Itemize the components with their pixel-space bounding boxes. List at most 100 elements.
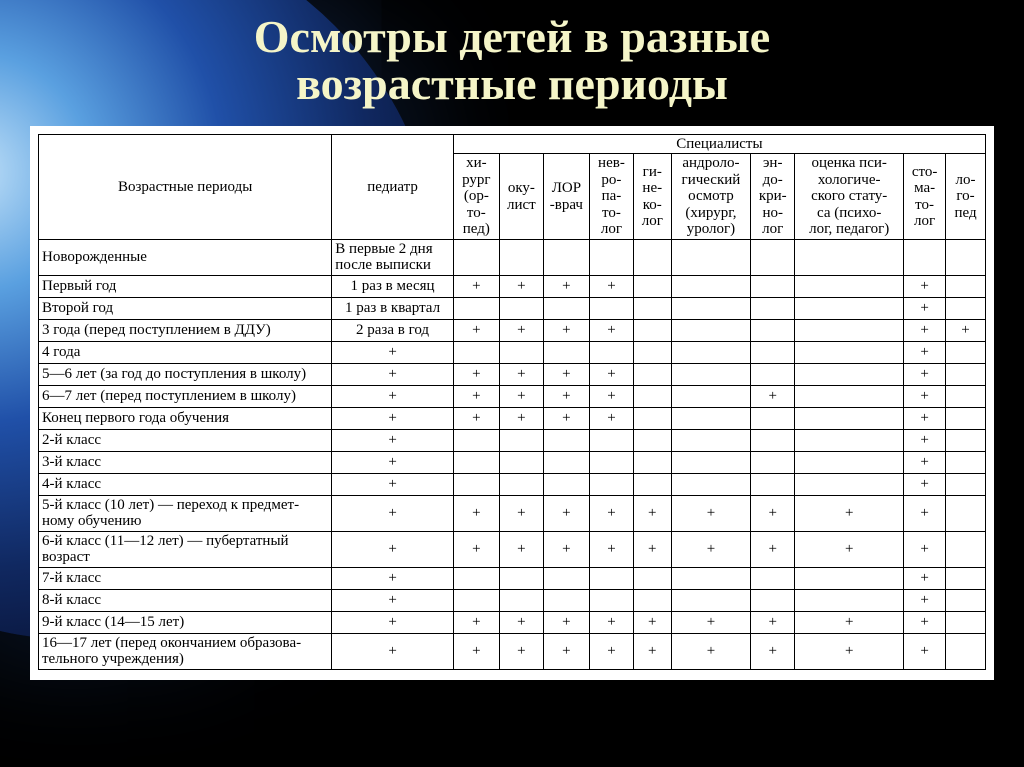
cell-mark [543, 473, 589, 495]
cell-mark: + [453, 611, 499, 633]
cell-pediatr: 2 раза в год [332, 319, 454, 341]
cell-pediatr: + [332, 341, 454, 363]
cell-mark [946, 633, 986, 669]
cell-mark: + [499, 407, 543, 429]
cell-mark [453, 429, 499, 451]
cell-mark [633, 319, 671, 341]
table-row: НоворожденныеВ первые 2 дня после выписк… [39, 239, 986, 275]
cell-mark [946, 297, 986, 319]
cell-pediatr: + [332, 611, 454, 633]
table-row: 2-й класс++ [39, 429, 986, 451]
header-logoped: ло-го-пед [946, 154, 986, 240]
cell-mark [946, 385, 986, 407]
cell-mark: + [795, 531, 904, 567]
cell-period: 5-й класс (10 лет) — переход к предмет-н… [39, 495, 332, 531]
cell-mark [946, 451, 986, 473]
cell-mark: + [671, 531, 751, 567]
cell-pediatr: + [332, 495, 454, 531]
cell-mark [589, 341, 633, 363]
table-row: 5-й класс (10 лет) — переход к предмет-н… [39, 495, 986, 531]
cell-mark: + [904, 385, 946, 407]
cell-mark [453, 239, 499, 275]
cell-mark [946, 531, 986, 567]
cell-mark [795, 567, 904, 589]
table-row: 4 года++ [39, 341, 986, 363]
table-row: 16—17 лет (перед окончанием образова-тел… [39, 633, 986, 669]
cell-mark [751, 239, 795, 275]
table-row: 6—7 лет (перед поступлением в школу)++++… [39, 385, 986, 407]
cell-mark [946, 589, 986, 611]
cell-mark [543, 567, 589, 589]
cell-mark [499, 429, 543, 451]
table-row: Второй год1 раз в квартал+ [39, 297, 986, 319]
cell-mark [589, 567, 633, 589]
cell-period: 9-й класс (14—15 лет) [39, 611, 332, 633]
cell-pediatr: + [332, 429, 454, 451]
slide-title: Осмотры детей в разные возрастные период… [0, 0, 1024, 112]
cell-mark: + [904, 495, 946, 531]
cell-mark: + [543, 407, 589, 429]
cell-mark [671, 385, 751, 407]
slide-content: { "title_l1":"Осмотры детей в разные", "… [0, 0, 1024, 767]
cell-mark: + [633, 531, 671, 567]
cell-mark: + [671, 495, 751, 531]
cell-mark [589, 239, 633, 275]
cell-mark [795, 385, 904, 407]
cell-mark [904, 239, 946, 275]
cell-mark: + [904, 589, 946, 611]
cell-period: 2-й класс [39, 429, 332, 451]
cell-mark: + [795, 633, 904, 669]
cell-mark: + [795, 611, 904, 633]
cell-mark [751, 567, 795, 589]
cell-mark [795, 363, 904, 385]
cell-mark [499, 589, 543, 611]
cell-mark [795, 239, 904, 275]
title-line-2: возрастные периоды [296, 58, 728, 109]
cell-mark [751, 297, 795, 319]
cell-mark [751, 589, 795, 611]
cell-mark [589, 473, 633, 495]
cell-mark: + [543, 319, 589, 341]
cell-mark: + [751, 611, 795, 633]
cell-pediatr: + [332, 385, 454, 407]
cell-mark: + [499, 495, 543, 531]
cell-mark: + [453, 275, 499, 297]
cell-mark [633, 363, 671, 385]
cell-mark [946, 429, 986, 451]
header-endo: эн-до-кри-но-лог [751, 154, 795, 240]
cell-mark [453, 473, 499, 495]
cell-period: 3 года (перед поступлением в ДДУ) [39, 319, 332, 341]
cell-period: 3-й класс [39, 451, 332, 473]
table-row: 7-й класс++ [39, 567, 986, 589]
cell-mark [671, 297, 751, 319]
cell-mark [633, 297, 671, 319]
cell-mark: + [904, 341, 946, 363]
cell-period: 4-й класс [39, 473, 332, 495]
cell-mark [671, 363, 751, 385]
cell-mark: + [589, 385, 633, 407]
cell-mark: + [543, 385, 589, 407]
cell-mark: + [453, 363, 499, 385]
cell-mark [453, 567, 499, 589]
cell-period: 8-й класс [39, 589, 332, 611]
cell-pediatr: + [332, 531, 454, 567]
cell-mark: + [904, 531, 946, 567]
cell-mark [671, 275, 751, 297]
cell-mark: + [543, 495, 589, 531]
cell-mark [795, 473, 904, 495]
cell-mark: + [904, 363, 946, 385]
header-pediatr: педиатр [332, 134, 454, 239]
cell-mark: + [589, 363, 633, 385]
cell-mark [671, 567, 751, 589]
cell-mark [795, 429, 904, 451]
cell-mark [795, 297, 904, 319]
cell-mark: + [904, 275, 946, 297]
cell-mark [946, 407, 986, 429]
cell-mark [589, 429, 633, 451]
cell-mark [453, 297, 499, 319]
table-row: Первый год1 раз в месяц+++++ [39, 275, 986, 297]
cell-mark [633, 341, 671, 363]
cell-period: 16—17 лет (перед окончанием образова-тел… [39, 633, 332, 669]
cell-pediatr: + [332, 633, 454, 669]
cell-mark: + [543, 363, 589, 385]
